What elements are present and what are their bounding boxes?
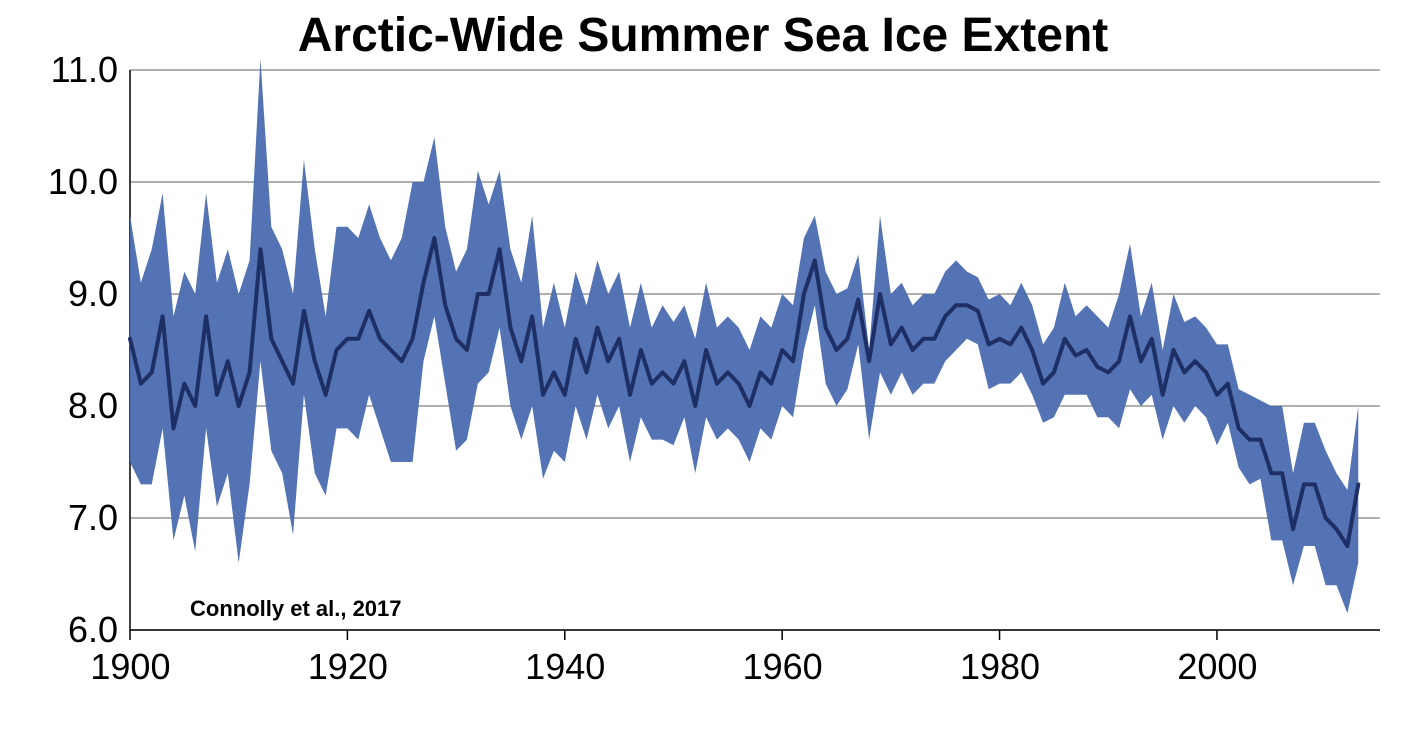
x-tick-label: 1900 bbox=[90, 646, 170, 688]
uncertainty-band bbox=[130, 59, 1358, 613]
y-tick-label: 9.0 bbox=[68, 273, 118, 315]
y-tick-label: 11.0 bbox=[51, 49, 118, 91]
y-tick-label: 8.0 bbox=[68, 385, 118, 427]
x-tick-label: 1940 bbox=[525, 646, 605, 688]
y-tick-label: 10.0 bbox=[48, 161, 118, 203]
chart-container: Arctic-Wide Summer Sea Ice Extent 6.07.0… bbox=[0, 0, 1406, 730]
x-tick-label: 1920 bbox=[308, 646, 388, 688]
x-tick-label: 1980 bbox=[960, 646, 1040, 688]
x-tick-label: 1960 bbox=[743, 646, 823, 688]
y-tick-label: 7.0 bbox=[68, 497, 118, 539]
y-tick-label: 6.0 bbox=[68, 609, 118, 651]
citation-label: Connolly et al., 2017 bbox=[190, 596, 402, 622]
x-tick-label: 2000 bbox=[1177, 646, 1257, 688]
